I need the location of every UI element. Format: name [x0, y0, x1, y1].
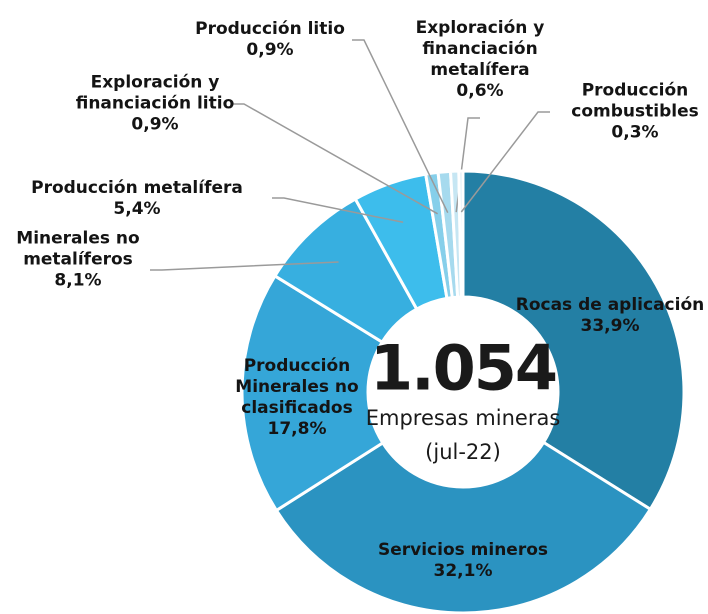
- slice-label: Minerales no metalíferos 8,1%: [8, 229, 148, 292]
- leader-line: [232, 103, 439, 215]
- slice-label: Producción litio 0,9%: [185, 19, 355, 61]
- slice-label: Producción combustibles 0,3%: [570, 81, 700, 144]
- slice: [274, 440, 653, 614]
- leader-line: [460, 111, 550, 213]
- value-label: 0,3%: [611, 122, 659, 143]
- slice-label: Rocas de aplicación 33,9%: [510, 295, 708, 337]
- total-label: 1.054: [369, 331, 558, 405]
- slice: [461, 169, 686, 512]
- category-name: Rocas de aplicación: [515, 295, 705, 315]
- value-label: 0,9%: [246, 40, 294, 60]
- category-name: Exploración y financiación metalífera: [415, 18, 545, 80]
- leader-line: [272, 197, 404, 223]
- value-label: 8,1%: [54, 270, 102, 291]
- slice-label: Exploración y financiación litio 0,9%: [65, 73, 245, 136]
- leader-line: [150, 261, 339, 271]
- slice-label: Exploración y financiación metalífera 0,6…: [405, 18, 555, 102]
- slice-label: Producción metalífera 5,4%: [17, 178, 257, 220]
- category-name: Producción combustibles: [571, 80, 699, 122]
- category-name: Producción Minerales no clasificados: [235, 356, 359, 418]
- slice: [240, 273, 385, 513]
- value-label: 0,6%: [456, 81, 504, 101]
- category-name: Servicios mineros: [377, 540, 549, 560]
- value-label: 5,4%: [113, 199, 161, 219]
- slice-label: Servicios mineros 32,1%: [363, 540, 563, 582]
- value-label: 32,1%: [433, 561, 493, 581]
- slice-label: Producción Minerales no clasificados 17,8…: [232, 356, 362, 440]
- category-name: Minerales no metalíferos: [16, 228, 140, 270]
- center-subtitle: Empresas mineras: [365, 406, 561, 430]
- value-label: 17,8%: [267, 419, 327, 439]
- center-date: (jul-22): [425, 440, 501, 464]
- category-name: Exploración y financiación litio: [75, 72, 235, 114]
- value-label: 0,9%: [131, 114, 179, 135]
- value-label: 33,9%: [580, 316, 640, 336]
- category-name: Producción metalífera: [31, 178, 243, 198]
- leader-line: [352, 39, 449, 213]
- category-name: Producción litio: [195, 19, 345, 39]
- slice: [457, 169, 465, 299]
